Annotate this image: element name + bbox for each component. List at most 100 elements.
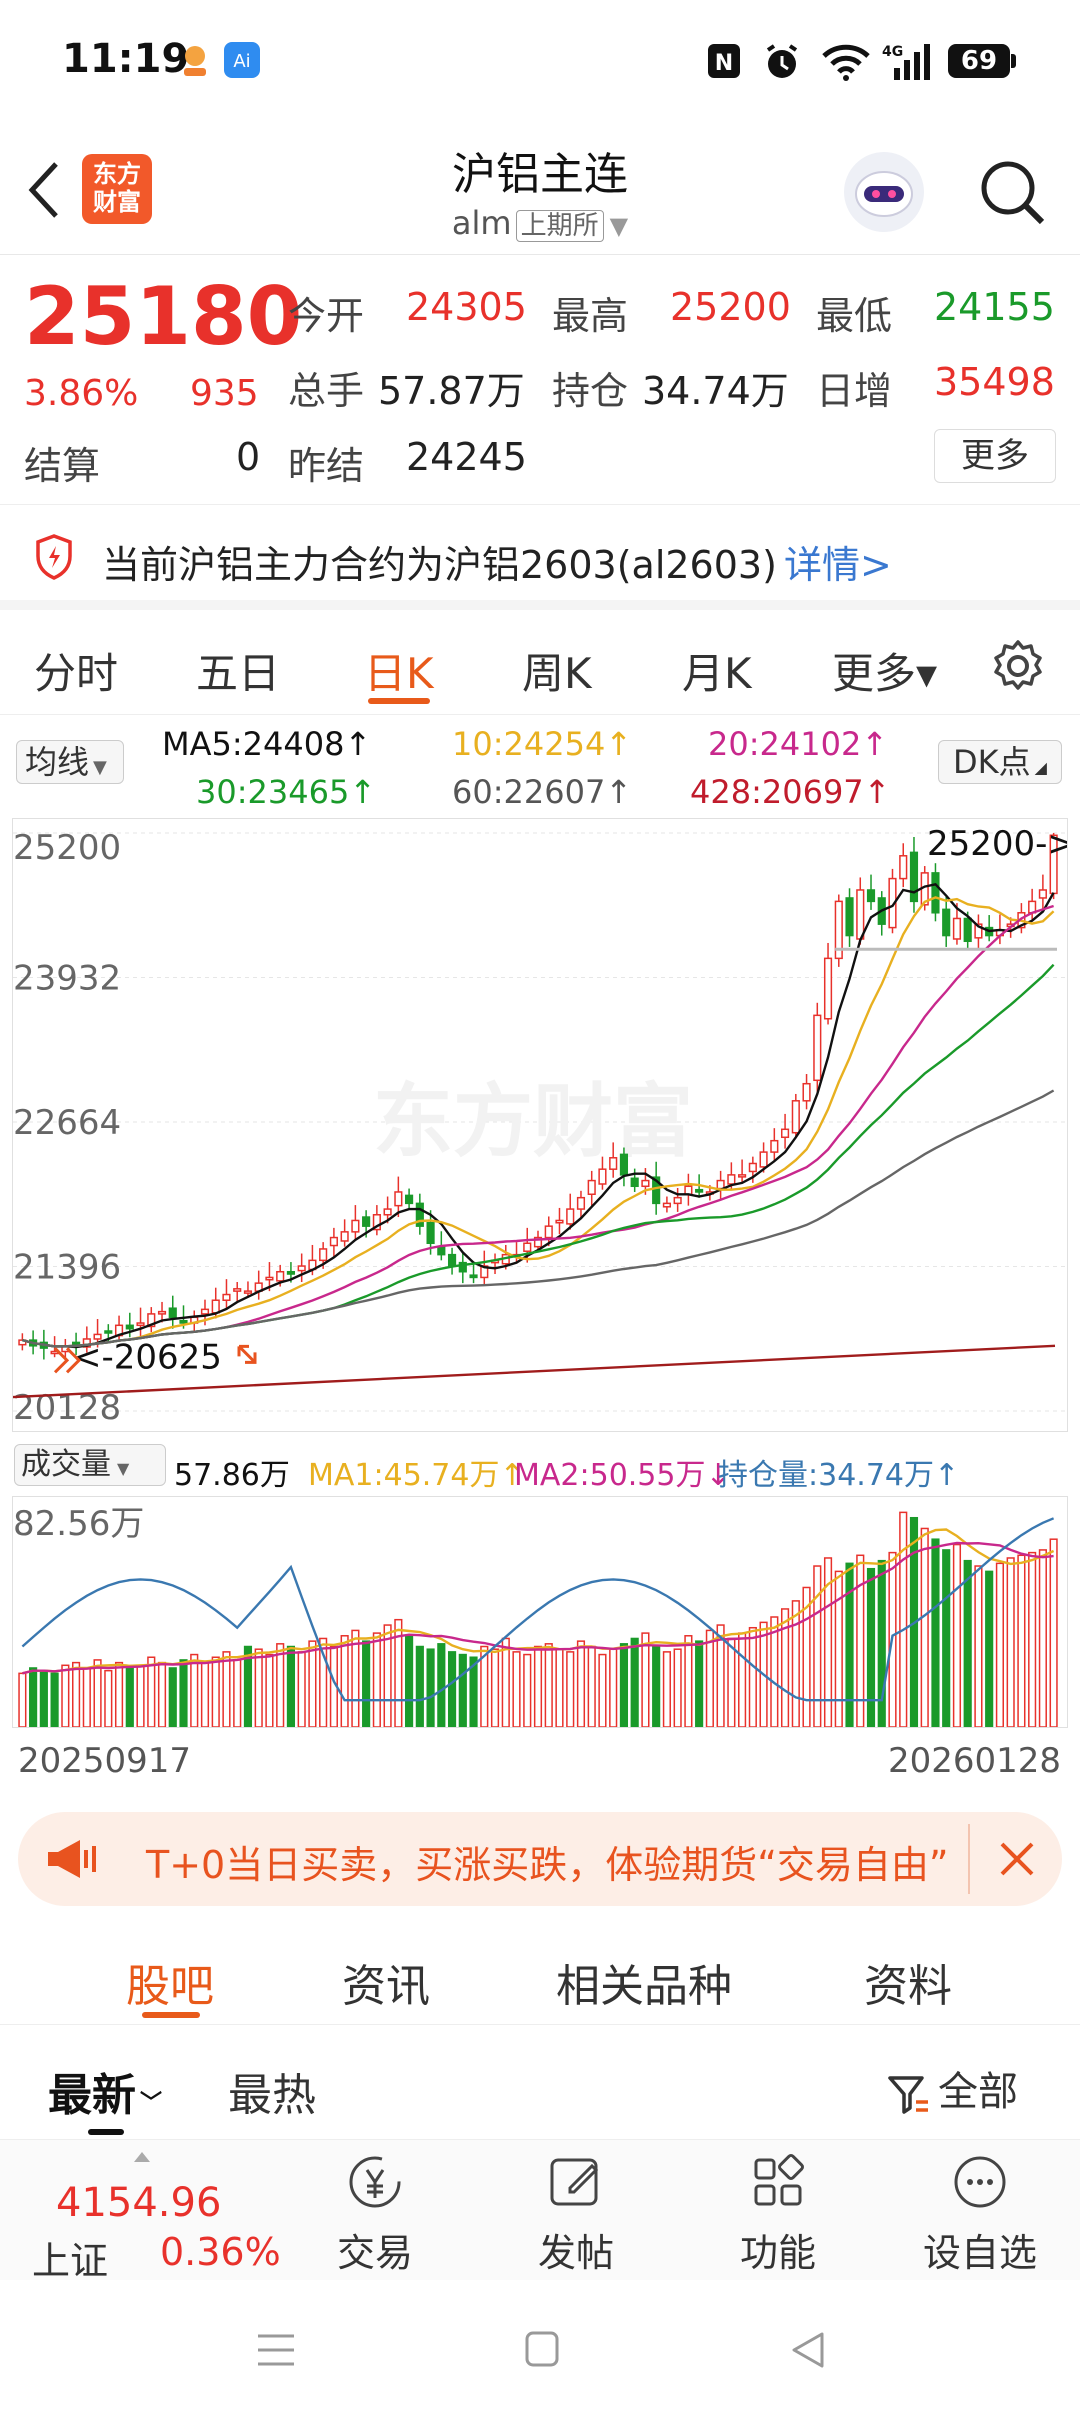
- dk-point-button[interactable]: DK点 ◢: [938, 740, 1062, 784]
- chevron-down-icon: ▼: [93, 757, 107, 778]
- caret-up-icon: [134, 2152, 150, 2162]
- volume-bar: [1028, 1551, 1037, 1728]
- volume-bar: [179, 1659, 188, 1728]
- gear-icon[interactable]: [990, 638, 1046, 694]
- volume-bar: [104, 1669, 113, 1728]
- candle-body: [523, 1242, 532, 1252]
- search-icon[interactable]: [976, 156, 1048, 228]
- candle-body: [340, 1231, 349, 1242]
- tab-guba[interactable]: 股吧: [126, 1961, 214, 2012]
- sort-latest-label: 最新: [48, 2070, 136, 2121]
- filter-all[interactable]: 全部: [886, 2059, 1018, 2117]
- volume-bar: [50, 1672, 59, 1728]
- candle-body: [780, 1128, 790, 1139]
- close-icon[interactable]: [992, 1834, 1042, 1884]
- tab-monthly-k[interactable]: 月K: [682, 649, 752, 698]
- tab-related[interactable]: 相关品种: [556, 1961, 732, 2012]
- volume-ma1-line: [22, 1528, 1055, 1675]
- logo-text-2: 财富: [93, 188, 141, 216]
- system-navigation-bar: [0, 2280, 1080, 2412]
- volume-bar: [845, 1562, 854, 1728]
- settle-label: 结算: [24, 444, 101, 488]
- notice-text: 当前沪铝主力合约为沪铝2603(al2603): [102, 543, 777, 587]
- candle-body: [179, 1319, 188, 1324]
- volume-bar: [29, 1667, 38, 1728]
- candle-body: [856, 889, 865, 940]
- tab-weekly-k[interactable]: 周K: [522, 649, 592, 698]
- start-date: 20250917: [18, 1741, 192, 1781]
- tab-profile[interactable]: 资料: [864, 1961, 952, 2012]
- sort-indicator: [88, 2129, 124, 2135]
- tab-daily-k[interactable]: 日K: [364, 649, 434, 698]
- volume-bar: [899, 1511, 908, 1728]
- function-button[interactable]: 功能: [708, 2152, 848, 2277]
- back-nav-icon[interactable]: [788, 2330, 828, 2370]
- sort-latest[interactable]: 最新 ﹀: [48, 2059, 162, 2123]
- contract-subtitle[interactable]: alm 上期所 ▼: [0, 204, 1080, 242]
- status-bar: 11:19 Ai N 4G 69: [0, 0, 1080, 120]
- volume-bar: [813, 1565, 822, 1728]
- promo-banner[interactable]: T+0当日买卖，买涨买跌，体验期货“交易自由”: [18, 1812, 1062, 1906]
- candlestick-chart[interactable]: 25200 23932 22664 21396 20128 东方财富 25200-> <-20…: [12, 818, 1076, 1432]
- trade-button[interactable]: 交易: [305, 2152, 445, 2277]
- candle-body: [598, 1168, 607, 1185]
- notice-detail-link[interactable]: 详情>: [784, 543, 892, 587]
- volume-bar: [512, 1651, 521, 1728]
- high-label: 最高: [552, 294, 629, 338]
- menu-nav-icon[interactable]: [256, 2332, 296, 2368]
- volume-bar: [1006, 1557, 1015, 1728]
- indicator-selector-label: 均线: [25, 743, 90, 781]
- page-title: 沪铝主连: [452, 149, 628, 200]
- candle-body: [748, 1162, 757, 1173]
- candle-body: [93, 1333, 102, 1340]
- indicator-selector[interactable]: 均线 ▼: [16, 740, 124, 784]
- candle-body: [136, 1322, 145, 1327]
- volume-svg[interactable]: 82.56万: [13, 1497, 1067, 1728]
- volume-ma1: MA1:45.74万↑: [308, 1458, 525, 1493]
- change-value: 935: [190, 373, 259, 414]
- eastmoney-logo[interactable]: 东方 财富: [82, 154, 152, 224]
- settle-value: 0: [236, 435, 261, 479]
- volume-chart[interactable]: 82.56万: [12, 1496, 1068, 1728]
- post-button[interactable]: 发帖: [506, 2152, 646, 2277]
- sort-hot[interactable]: 最热: [228, 2070, 316, 2121]
- tab-more[interactable]: 更多▾: [832, 649, 938, 698]
- volume-bar: [576, 1640, 586, 1728]
- ma10-value: 10:24254↑: [452, 725, 633, 763]
- grid-icon: [754, 2154, 804, 2206]
- tab-five-day[interactable]: 五日: [196, 649, 281, 698]
- tab-intraday[interactable]: 分时: [34, 649, 119, 698]
- volume-bar: [340, 1635, 349, 1728]
- candle-body: [576, 1196, 586, 1210]
- volume-bar: [963, 1559, 972, 1728]
- candle-body: [469, 1274, 478, 1279]
- assistant-avatar-icon[interactable]: [842, 150, 926, 234]
- add-watchlist-button[interactable]: 设自选: [910, 2152, 1050, 2277]
- tab-news[interactable]: 资讯: [342, 1961, 430, 2012]
- back-button[interactable]: [24, 160, 64, 220]
- volume-bar: [136, 1664, 145, 1728]
- volume-bar: [619, 1643, 629, 1728]
- volume-bar: [254, 1648, 263, 1728]
- home-nav-icon[interactable]: [524, 2330, 560, 2368]
- candle-body: [899, 855, 908, 880]
- volume-bar: [157, 1661, 167, 1728]
- volume-indicator-selector[interactable]: 成交量 ▼: [14, 1444, 166, 1486]
- main-contract-notice[interactable]: 当前沪铝主力合约为沪铝2603(al2603) 详情>: [0, 510, 1080, 610]
- index-ticker[interactable]: 4154.96 上证 0.36%: [22, 2152, 282, 2283]
- volume-bar: [1049, 1538, 1058, 1728]
- high-marker: 25200->: [927, 824, 1067, 864]
- volume-bar: [490, 1648, 500, 1728]
- candlestick-svg[interactable]: 2520023932226642139620128东方财富25200-><-20…: [12, 819, 1076, 1431]
- chevron-down-icon: ▼: [609, 212, 629, 240]
- volume-bar: [995, 1562, 1004, 1728]
- candle-body: [394, 1191, 403, 1207]
- ma428-line: [12, 1344, 1056, 1399]
- volume-bar: [233, 1659, 242, 1728]
- volume-bar: [147, 1656, 156, 1728]
- date-axis: 20250917 20260128: [0, 1735, 1080, 1790]
- more-button[interactable]: 更多: [934, 429, 1056, 483]
- volume-bar: [437, 1643, 446, 1728]
- edit-icon: [550, 2158, 599, 2206]
- volume-ma2: MA2:50.55万↓: [514, 1458, 731, 1493]
